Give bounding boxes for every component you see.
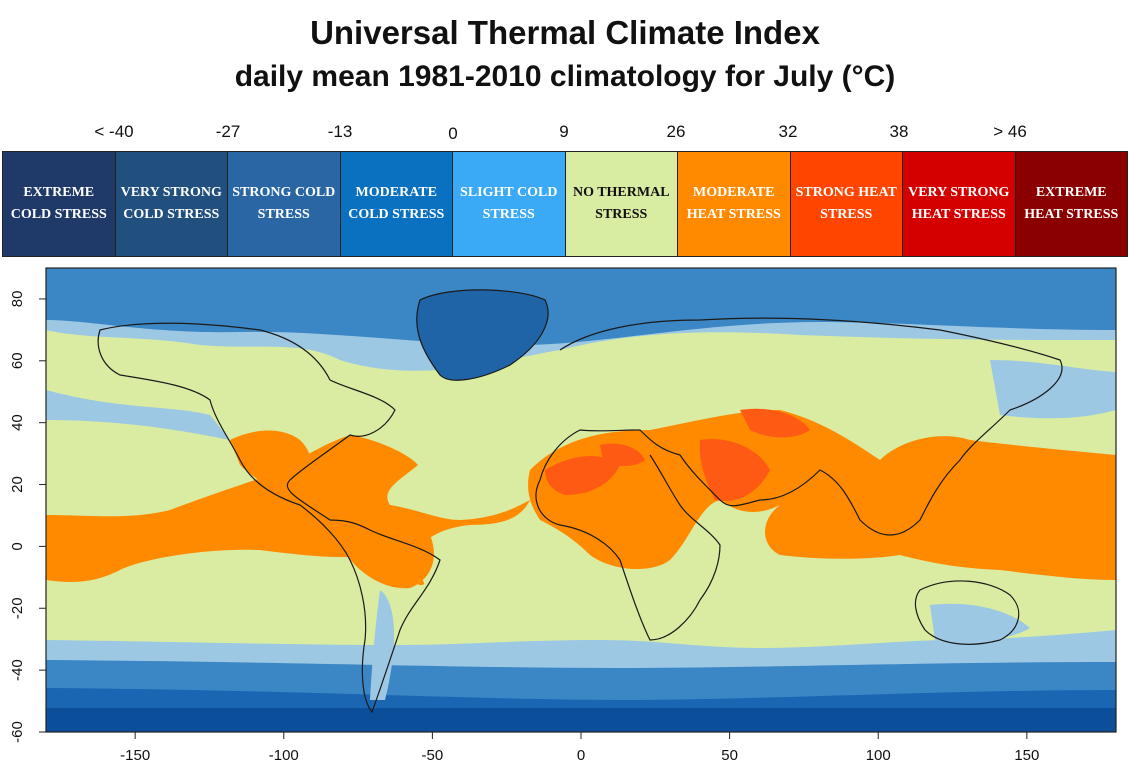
coastline-australia <box>914 580 1020 645</box>
coastlines <box>97 289 1063 714</box>
region-strong-heat-arabia <box>699 439 770 501</box>
x-tick-label: 0 <box>577 747 585 764</box>
legend-no-thermal-stress: NO THERMAL STRESS <box>565 152 678 256</box>
threshold-label: 0 <box>448 124 458 143</box>
coastline-americas <box>97 322 441 714</box>
region-slight-cold-north-pacific <box>46 390 230 440</box>
threshold-label: < -40 <box>94 122 134 141</box>
region-strong-heat-sahara-west <box>545 455 620 495</box>
axes: -150 -100 -50 0 50 100 150 -60 -40 -20 0 20 40 60 80 <box>9 291 1039 764</box>
map-layers <box>46 268 1116 732</box>
legend-moderate-cold: MODERATE COLD STRESS <box>340 152 453 256</box>
y-tick-label: 80 <box>9 291 26 308</box>
y-tick-label: -20 <box>9 597 26 619</box>
legend-moderate-heat: MODERATE HEAT STRESS <box>678 152 791 256</box>
legend-very-strong-cold: VERY STRONG COLD STRESS <box>115 152 228 256</box>
threshold-label: -13 <box>327 122 353 141</box>
coastline-greenland <box>416 289 549 381</box>
region-slight-cold-andes <box>370 590 395 700</box>
band-arctic-moderate <box>46 268 1116 345</box>
color-legend: EXTREME COLD STRESS VERY STRONG COLD STR… <box>2 151 1128 257</box>
region-heat-mexico <box>230 430 312 491</box>
y-tick-label: 60 <box>9 352 26 369</box>
coastline-eurasia-africa <box>535 317 1063 641</box>
legend-extreme-heat: EXTREME HEAT STRESS <box>1015 152 1127 256</box>
y-tick-label: -60 <box>9 721 26 743</box>
legend-strong-cold: STRONG COLD STRESS <box>228 152 341 256</box>
x-tick-label: -100 <box>269 747 299 764</box>
region-greenland <box>416 289 549 381</box>
x-tick-label: 50 <box>721 747 738 764</box>
legend-very-strong-heat: VERY STRONG HEAT STRESS <box>903 152 1016 256</box>
region-heat-amazon <box>343 524 434 589</box>
utci-world-map: -150 -100 -50 0 50 100 150 -60 -40 -20 0 20 40 60 80 <box>9 267 1117 764</box>
legend-extreme-cold: EXTREME COLD STRESS <box>3 152 116 256</box>
y-tick-label: -40 <box>9 659 26 681</box>
x-tick-label: -150 <box>120 747 150 764</box>
threshold-label: 9 <box>559 122 569 141</box>
y-tick-label: 20 <box>9 476 26 493</box>
region-slight-cold-australia <box>930 603 1030 642</box>
y-tick-label: 0 <box>9 542 26 550</box>
threshold-label: -27 <box>215 122 241 141</box>
chart-title: Universal Thermal Climate Index <box>310 14 820 51</box>
threshold-label: 32 <box>778 122 798 141</box>
threshold-label: > 46 <box>993 122 1027 141</box>
legend-slight-cold: SLIGHT COLD STRESS <box>453 152 566 256</box>
x-tick-label: 150 <box>1014 747 1039 764</box>
chart-subtitle: daily mean 1981-2010 climatology for Jul… <box>234 60 896 93</box>
region-strong-heat-sahara-east <box>600 443 645 466</box>
threshold-label: 26 <box>666 122 686 141</box>
y-tick-label: 40 <box>9 414 26 431</box>
x-tick-label: -50 <box>422 747 444 764</box>
region-strong-heat-iran <box>740 408 810 438</box>
threshold-label: 38 <box>889 122 909 141</box>
region-heat-africa-asia <box>528 410 1116 580</box>
legend-strong-heat: STRONG HEAT STRESS <box>790 152 903 256</box>
region-slight-cold-kamchatka <box>990 360 1116 419</box>
x-tick-label: 100 <box>866 747 891 764</box>
